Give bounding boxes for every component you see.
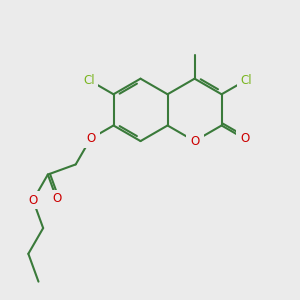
Text: Cl: Cl — [240, 74, 252, 87]
Text: O: O — [28, 194, 38, 207]
Text: O: O — [240, 132, 249, 145]
Text: O: O — [190, 135, 199, 148]
Text: Cl: Cl — [83, 74, 95, 87]
Text: O: O — [52, 192, 61, 205]
Text: O: O — [86, 132, 95, 145]
